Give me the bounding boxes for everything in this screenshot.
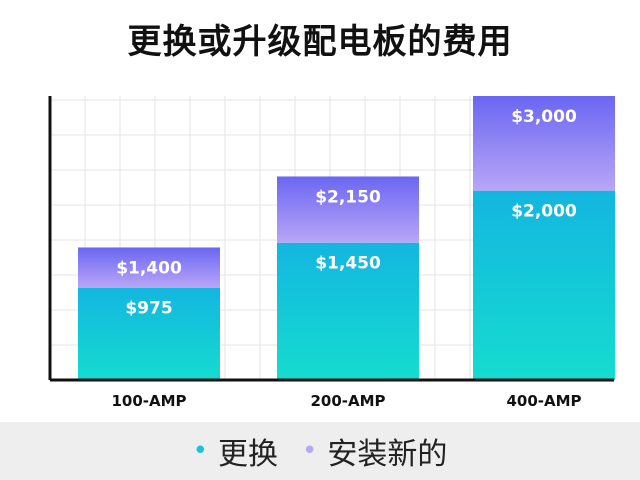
bar-install-400-amp: [473, 96, 615, 191]
legend-dot-replace-icon: •: [192, 436, 208, 466]
bar-install-100-amp: [78, 247, 220, 288]
legend-dot-install-icon: •: [302, 436, 318, 466]
x-tick-label: 400-AMP: [506, 392, 581, 410]
bar-replace-400-amp: [473, 190, 615, 380]
data-label-install-100-amp: $1,400: [116, 258, 182, 278]
data-label-install-400-amp: $3,000: [511, 107, 577, 127]
data-label-replace-400-amp: $2,000: [511, 202, 577, 222]
legend-label-replace: 更换: [218, 437, 278, 472]
bar-install-200-amp: [277, 176, 419, 243]
x-tick-label: 100-AMP: [111, 392, 186, 410]
bar-replace-100-amp: [78, 287, 220, 380]
legend: • 更换 • 安装新的: [0, 422, 640, 480]
data-label-install-200-amp: $2,150: [315, 187, 381, 207]
legend-item-replace: • 更换: [193, 429, 278, 473]
legend-item-install: • 安装新的: [302, 429, 447, 473]
chart-title: 更换或升级配电板的费用: [127, 22, 513, 62]
bars-layer: [78, 96, 615, 380]
data-label-replace-100-amp: $975: [125, 299, 172, 319]
data-label-replace-200-amp: $1,450: [315, 254, 381, 274]
stacked-bar-chart: $975 $1,400 100-AMP $1,450 $2,150 200-AMP $2,0…: [48, 96, 615, 410]
labels-layer: $975 $1,400 100-AMP $1,450 $2,150 200-AMP $2,0…: [111, 107, 581, 410]
legend-label-install: 安装新的: [327, 437, 448, 472]
bar-replace-200-amp: [277, 242, 419, 380]
x-tick-label: 200-AMP: [310, 392, 385, 410]
